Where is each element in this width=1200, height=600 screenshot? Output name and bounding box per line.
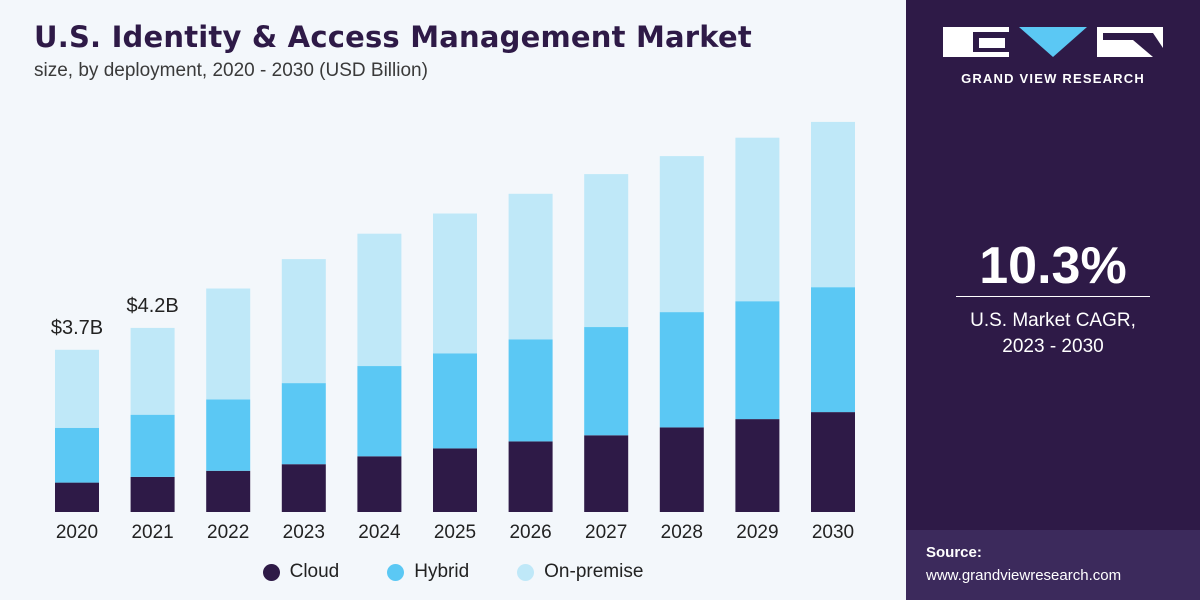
info-sidebar: GRAND VIEW RESEARCH 10.3% U.S. Market CA… xyxy=(906,0,1200,600)
cagr-label-line-1: U.S. Market CAGR, xyxy=(970,310,1136,331)
bar-hybrid-2030 xyxy=(811,287,855,413)
bar-cloud-2025 xyxy=(433,448,477,512)
stacked-bar-chart: 2020 2021 2022 2023 2024 2025 2026 2027 2028 2029… xyxy=(51,121,855,543)
legend-item-cloud: Cloud xyxy=(262,561,340,583)
x-tick-label-2024: 2024 xyxy=(358,522,401,543)
bar-cloud-2023 xyxy=(281,464,326,512)
bar-cloud-2029 xyxy=(735,419,780,512)
x-tick-label-2028: 2028 xyxy=(661,522,703,543)
x-tick-label-2026: 2026 xyxy=(509,522,551,543)
x-tick-label-2021: 2021 xyxy=(131,522,173,543)
bar-hybrid-2021 xyxy=(130,414,175,477)
chart-panel: U.S. Identity & Access Management Market… xyxy=(0,0,906,600)
bar-on-premise-2027 xyxy=(584,174,629,328)
bar-cloud-2020 xyxy=(55,482,99,512)
source-link[interactable]: www.grandviewresearch.com xyxy=(926,567,1122,584)
x-tick-label-2029: 2029 xyxy=(736,522,778,543)
legend-item-hybrid: Hybrid xyxy=(387,561,469,583)
legend-label-hybrid: Hybrid xyxy=(414,561,470,582)
bar-cloud-2024 xyxy=(357,456,402,512)
x-tick-label-2027: 2027 xyxy=(585,522,627,543)
bar-hybrid-2024 xyxy=(357,366,402,457)
bar-on-premise-2030 xyxy=(811,121,855,288)
bar-hybrid-2020 xyxy=(55,427,99,483)
bar-on-premise-2028 xyxy=(659,156,704,313)
bar-on-premise-2026 xyxy=(508,193,553,340)
bar-hybrid-2023 xyxy=(281,383,326,465)
bar-cloud-2026 xyxy=(508,441,553,512)
bar-hybrid-2022 xyxy=(206,399,251,471)
data-label-2020: $3.7B xyxy=(51,317,103,339)
source-title: Source: xyxy=(926,544,982,561)
legend-swatch-cloud xyxy=(262,563,280,581)
bar-cloud-2028 xyxy=(659,427,704,512)
legend-label-cloud: Cloud xyxy=(289,561,340,582)
x-tick-label-2030: 2030 xyxy=(812,522,854,543)
bar-on-premise-2024 xyxy=(357,233,402,367)
x-tick-label-2025: 2025 xyxy=(434,522,476,543)
bar-hybrid-2026 xyxy=(508,339,553,442)
bar-on-premise-2023 xyxy=(281,259,326,384)
bar-cloud-2022 xyxy=(206,470,251,512)
source-box: Source: www.grandviewresearch.com xyxy=(906,530,1200,600)
bar-cloud-2030 xyxy=(811,412,855,512)
x-tick-label-2020: 2020 xyxy=(56,522,98,543)
bar-on-premise-2029 xyxy=(735,137,780,302)
bar-hybrid-2025 xyxy=(433,353,477,449)
cagr-label: U.S. Market CAGR, 2023 - 2030 xyxy=(906,308,1200,360)
bar-hybrid-2027 xyxy=(584,327,629,436)
bar-hybrid-2029 xyxy=(735,301,780,420)
bar-on-premise-2020 xyxy=(55,349,99,428)
brand-name: GRAND VIEW RESEARCH xyxy=(961,71,1145,86)
legend-label-on-premise: On-premise xyxy=(544,561,644,582)
cagr-divider xyxy=(956,296,1150,297)
bar-on-premise-2021 xyxy=(130,327,175,415)
bar-cloud-2021 xyxy=(130,476,175,512)
grand-view-research-logo xyxy=(943,27,1163,57)
chart-subtitle: size, by deployment, 2020 - 2030 (USD Bi… xyxy=(34,60,428,81)
x-tick-label-2023: 2023 xyxy=(283,522,325,543)
cagr-label-line-2: 2023 - 2030 xyxy=(1002,336,1104,357)
bar-cloud-2027 xyxy=(584,435,629,512)
bar-on-premise-2025 xyxy=(433,213,477,354)
legend-item-on-premise: On-premise xyxy=(517,561,643,583)
cagr-value: 10.3% xyxy=(979,237,1127,295)
chart-title: U.S. Identity & Access Management Market xyxy=(34,20,752,54)
bar-hybrid-2028 xyxy=(659,312,704,428)
chart-legend: Cloud Hybrid On-premise xyxy=(0,561,906,583)
x-tick-label-2022: 2022 xyxy=(207,522,249,543)
legend-swatch-hybrid xyxy=(387,563,405,581)
bar-on-premise-2022 xyxy=(206,288,251,400)
legend-swatch-on-premise xyxy=(517,563,535,581)
data-label-2021: $4.2B xyxy=(126,295,178,317)
